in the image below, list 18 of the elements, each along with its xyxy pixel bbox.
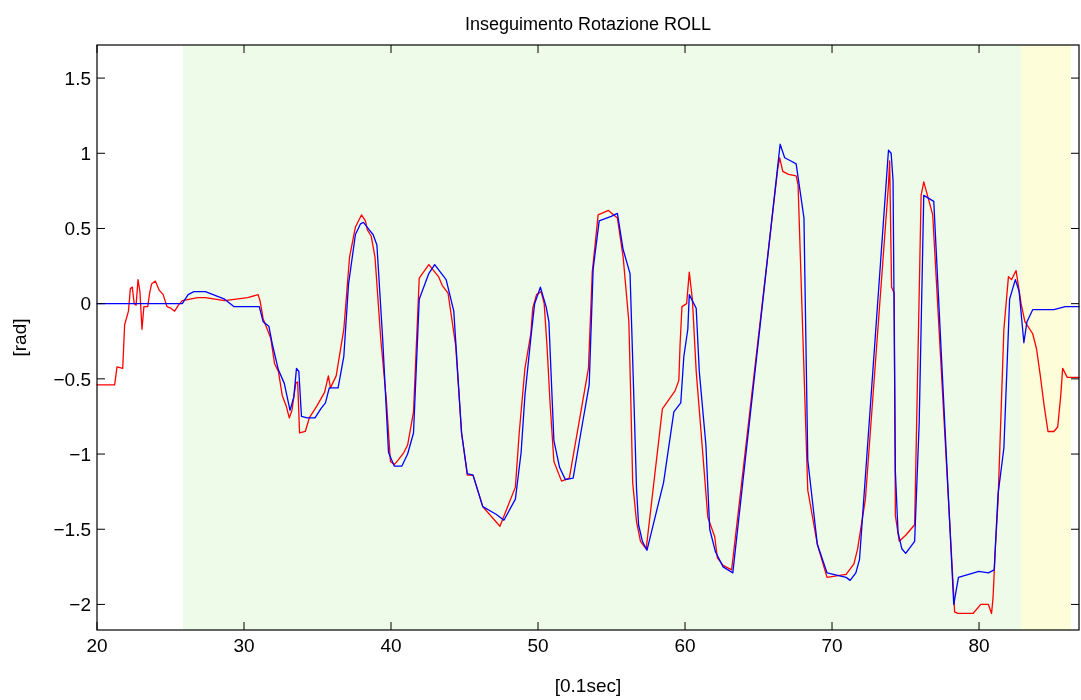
y-tick-label: 0.5 — [64, 218, 91, 240]
x-tick-label: 70 — [821, 635, 843, 656]
y-tick-label: −0.5 — [53, 368, 91, 390]
y-tick-label: −1 — [69, 443, 91, 465]
x-tick-label: 40 — [380, 635, 402, 656]
chart-title: Inseguimento Rotazione ROLL — [464, 14, 712, 34]
y-tick-label: −2 — [69, 594, 91, 616]
y-tick-label: 1 — [80, 142, 91, 164]
x-tick-label: 50 — [527, 635, 549, 656]
x-tick-label: 30 — [233, 635, 255, 656]
y-tick-label: 0 — [80, 293, 91, 315]
y-tick-label: −1.5 — [53, 518, 91, 540]
x-tick-label: 80 — [968, 635, 990, 656]
x-tick-label: 20 — [86, 635, 108, 656]
x-axis-title: [0.1sec] — [554, 675, 622, 696]
y-axis-title: [rad] — [9, 318, 30, 357]
x-tick-label: 60 — [674, 635, 696, 656]
y-tick-label: 1.5 — [64, 67, 91, 89]
